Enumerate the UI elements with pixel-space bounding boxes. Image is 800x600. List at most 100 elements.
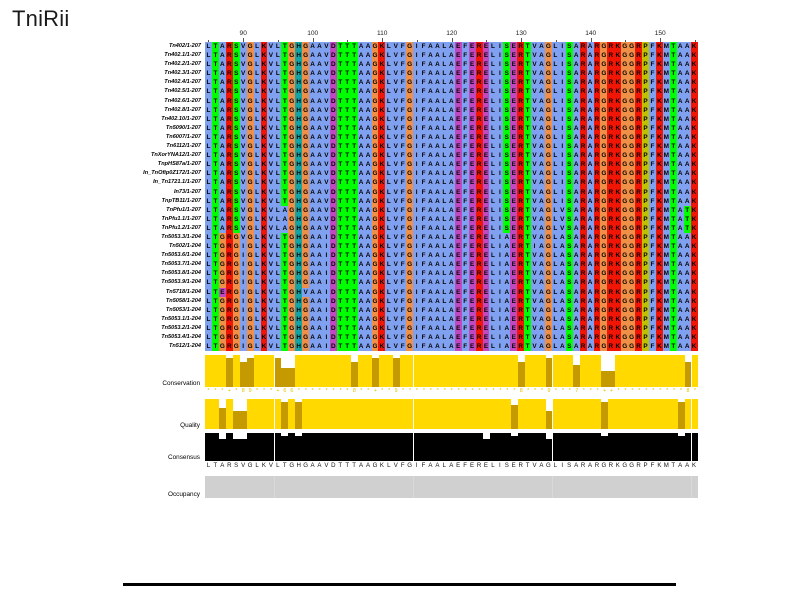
- residue-cell[interactable]: K: [260, 96, 268, 106]
- residue-cell[interactable]: F: [649, 305, 656, 315]
- residue-cell[interactable]: K: [690, 342, 698, 352]
- residue-cell[interactable]: T: [669, 114, 677, 124]
- residue-cell[interactable]: G: [288, 242, 296, 252]
- residue-cell[interactable]: V: [322, 142, 330, 152]
- residue-cell[interactable]: G: [406, 296, 414, 306]
- residue-cell[interactable]: F: [649, 60, 656, 70]
- residue-cell[interactable]: A: [572, 151, 580, 161]
- residue-cell[interactable]: F: [461, 169, 469, 179]
- conservation-row[interactable]: Conservation: [100, 355, 700, 388]
- residue-cell[interactable]: G: [371, 60, 379, 70]
- residue-cell[interactable]: G: [218, 342, 226, 352]
- residue-cell[interactable]: E: [218, 287, 226, 297]
- residue-cell[interactable]: R: [635, 87, 643, 97]
- residue-cell[interactable]: T: [669, 132, 677, 143]
- residue-cell[interactable]: S: [503, 123, 511, 133]
- residue-cell[interactable]: I: [413, 305, 421, 315]
- residue-cell[interactable]: H: [295, 60, 303, 70]
- residue-cell[interactable]: K: [378, 96, 386, 106]
- residue-cell[interactable]: K: [614, 196, 622, 206]
- residue-cell[interactable]: G: [302, 333, 310, 343]
- residue-cell[interactable]: P: [642, 142, 649, 152]
- residue-cell[interactable]: K: [378, 160, 386, 170]
- residue-cell[interactable]: V: [267, 260, 275, 270]
- residue-cell[interactable]: A: [683, 132, 691, 143]
- residue-cell[interactable]: A: [586, 333, 594, 343]
- residue-cell[interactable]: T: [524, 87, 532, 97]
- residue-cell[interactable]: T: [669, 87, 677, 97]
- residue-cell[interactable]: L: [489, 296, 497, 306]
- residue-cell[interactable]: G: [544, 287, 552, 297]
- residue-cell[interactable]: L: [440, 151, 448, 161]
- residue-cell[interactable]: A: [433, 242, 441, 252]
- residue-cell[interactable]: L: [253, 60, 261, 70]
- residue-cell[interactable]: A: [427, 169, 434, 179]
- residue-cell[interactable]: G: [302, 296, 310, 306]
- residue-cell[interactable]: L: [489, 205, 497, 215]
- residue-cell[interactable]: F: [649, 142, 656, 152]
- residue-cell[interactable]: T: [669, 42, 677, 52]
- residue-cell[interactable]: K: [690, 278, 698, 288]
- sequence-id-label[interactable]: Tn5053.6/1-204: [161, 252, 201, 259]
- residue-cell[interactable]: F: [399, 69, 407, 79]
- residue-cell[interactable]: T: [350, 69, 358, 79]
- residue-cell[interactable]: T: [524, 296, 532, 306]
- residue-cell[interactable]: A: [316, 269, 323, 279]
- residue-cell[interactable]: T: [343, 60, 351, 70]
- residue-cell[interactable]: A: [586, 105, 594, 115]
- residue-cell[interactable]: T: [350, 214, 358, 224]
- residue-cell[interactable]: T: [343, 232, 351, 243]
- residue-cell[interactable]: R: [635, 232, 643, 243]
- residue-cell[interactable]: M: [662, 51, 670, 61]
- residue-cell[interactable]: G: [288, 60, 296, 70]
- residue-cell[interactable]: G: [288, 205, 296, 215]
- residue-cell[interactable]: F: [461, 260, 469, 270]
- residue-cell[interactable]: R: [607, 305, 615, 315]
- residue-cell[interactable]: G: [628, 114, 636, 124]
- residue-cell[interactable]: A: [364, 269, 372, 279]
- residue-cell[interactable]: I: [531, 242, 538, 252]
- residue-cell[interactable]: S: [565, 296, 573, 306]
- residue-cell[interactable]: T: [336, 232, 344, 243]
- residue-cell[interactable]: A: [433, 196, 441, 206]
- residue-cell[interactable]: A: [447, 269, 455, 279]
- residue-cell[interactable]: K: [614, 223, 622, 233]
- residue-cell[interactable]: K: [655, 296, 663, 306]
- residue-cell[interactable]: T: [281, 123, 289, 133]
- residue-cell[interactable]: I: [496, 323, 504, 333]
- residue-cell[interactable]: L: [205, 278, 212, 288]
- residue-cell[interactable]: G: [544, 305, 552, 315]
- residue-cell[interactable]: L: [274, 42, 282, 52]
- residue-cell[interactable]: A: [447, 305, 455, 315]
- residue-cell[interactable]: V: [322, 169, 330, 179]
- residue-cell[interactable]: E: [468, 178, 476, 188]
- residue-cell[interactable]: G: [218, 333, 226, 343]
- residue-cell[interactable]: L: [205, 151, 212, 161]
- residue-cell[interactable]: G: [406, 196, 414, 206]
- residue-cell[interactable]: T: [524, 169, 532, 179]
- sequence-row[interactable]: Tn402.6/1-207 L T A R S V G L K V L T G H G A A V D T T T A A G K L…: [100, 96, 700, 106]
- residue-cell[interactable]: A: [364, 60, 372, 70]
- residue-cell[interactable]: R: [225, 314, 233, 324]
- residue-cell[interactable]: T: [350, 232, 358, 243]
- residue-cell[interactable]: F: [461, 278, 469, 288]
- residue-cell[interactable]: K: [690, 178, 698, 188]
- residue-cell[interactable]: T: [524, 114, 532, 124]
- residue-cell[interactable]: T: [281, 323, 289, 333]
- residue-cell[interactable]: G: [302, 251, 310, 261]
- residue-cell[interactable]: F: [399, 333, 407, 343]
- residue-cell[interactable]: T: [211, 333, 219, 343]
- residue-cell[interactable]: A: [427, 51, 434, 61]
- residue-cell[interactable]: F: [399, 87, 407, 97]
- residue-cell[interactable]: I: [413, 296, 421, 306]
- residue-cell[interactable]: R: [607, 232, 615, 243]
- residue-cell[interactable]: A: [433, 214, 441, 224]
- residue-cell[interactable]: R: [635, 269, 643, 279]
- residue-cell[interactable]: G: [232, 269, 240, 279]
- residue-cell[interactable]: A: [357, 87, 365, 97]
- residue-cell[interactable]: G: [246, 142, 254, 152]
- residue-cell[interactable]: L: [253, 242, 261, 252]
- residue-cell[interactable]: T: [669, 314, 677, 324]
- residue-cell[interactable]: V: [267, 232, 275, 243]
